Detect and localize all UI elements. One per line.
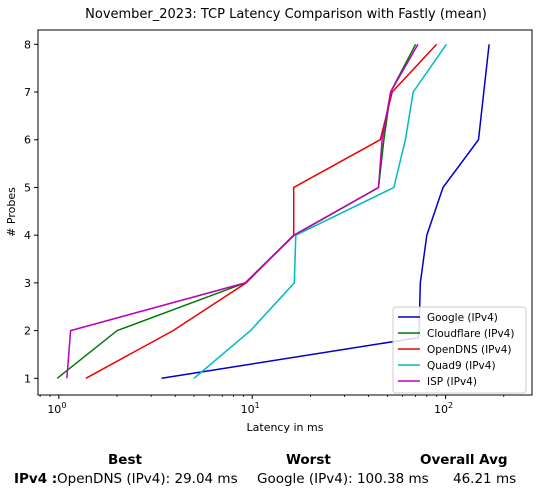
y-tick-label: 5 bbox=[24, 181, 31, 194]
legend-label: Quad9 (IPv4) bbox=[427, 360, 496, 372]
legend-label: OpenDNS (IPv4) bbox=[427, 344, 512, 356]
y-axis-label: # Probes bbox=[5, 187, 18, 237]
ipv4-row-label: IPv4 : bbox=[14, 471, 58, 487]
series-line-2 bbox=[85, 43, 438, 379]
y-tick-label: 3 bbox=[24, 277, 31, 290]
series-line-1 bbox=[56, 43, 417, 379]
worst-value: Google (IPv4): 100.38 ms bbox=[257, 471, 429, 487]
legend-label: Google (IPv4) bbox=[427, 312, 498, 324]
chart-title: November_2023: TCP Latency Comparison wi… bbox=[85, 7, 487, 22]
series-line-4 bbox=[66, 43, 419, 379]
latency-chart: November_2023: TCP Latency Comparison wi… bbox=[5, 7, 533, 434]
x-tick-label: 101 bbox=[241, 401, 260, 416]
legend: Google (IPv4) Cloudflare (IPv4) OpenDNS (I… bbox=[392, 306, 527, 394]
x-axis-label: Latency in ms bbox=[247, 421, 324, 434]
legend-label: ISP (IPv4) bbox=[427, 376, 477, 388]
overall-avg-value: 46.21 ms bbox=[453, 471, 517, 487]
y-tick-label: 7 bbox=[24, 86, 31, 99]
plot-frame bbox=[37, 29, 533, 396]
x-tick-label: 102 bbox=[434, 401, 453, 416]
y-tick-label: 6 bbox=[24, 134, 31, 147]
best-header: Best bbox=[108, 452, 142, 468]
overall-avg-header: Overall Avg bbox=[420, 452, 508, 468]
y-tick-label: 2 bbox=[24, 325, 31, 338]
y-tick-label: 8 bbox=[24, 38, 31, 51]
x-tick-label: 100 bbox=[47, 401, 66, 416]
y-tick-label: 4 bbox=[24, 229, 31, 242]
best-value: OpenDNS (IPv4): 29.04 ms bbox=[57, 471, 238, 487]
y-tick-label: 1 bbox=[24, 372, 31, 385]
legend-box bbox=[392, 306, 527, 394]
legend-label: Cloudflare (IPv4) bbox=[427, 328, 514, 340]
series-line-3 bbox=[193, 43, 448, 379]
worst-header: Worst bbox=[286, 452, 331, 468]
